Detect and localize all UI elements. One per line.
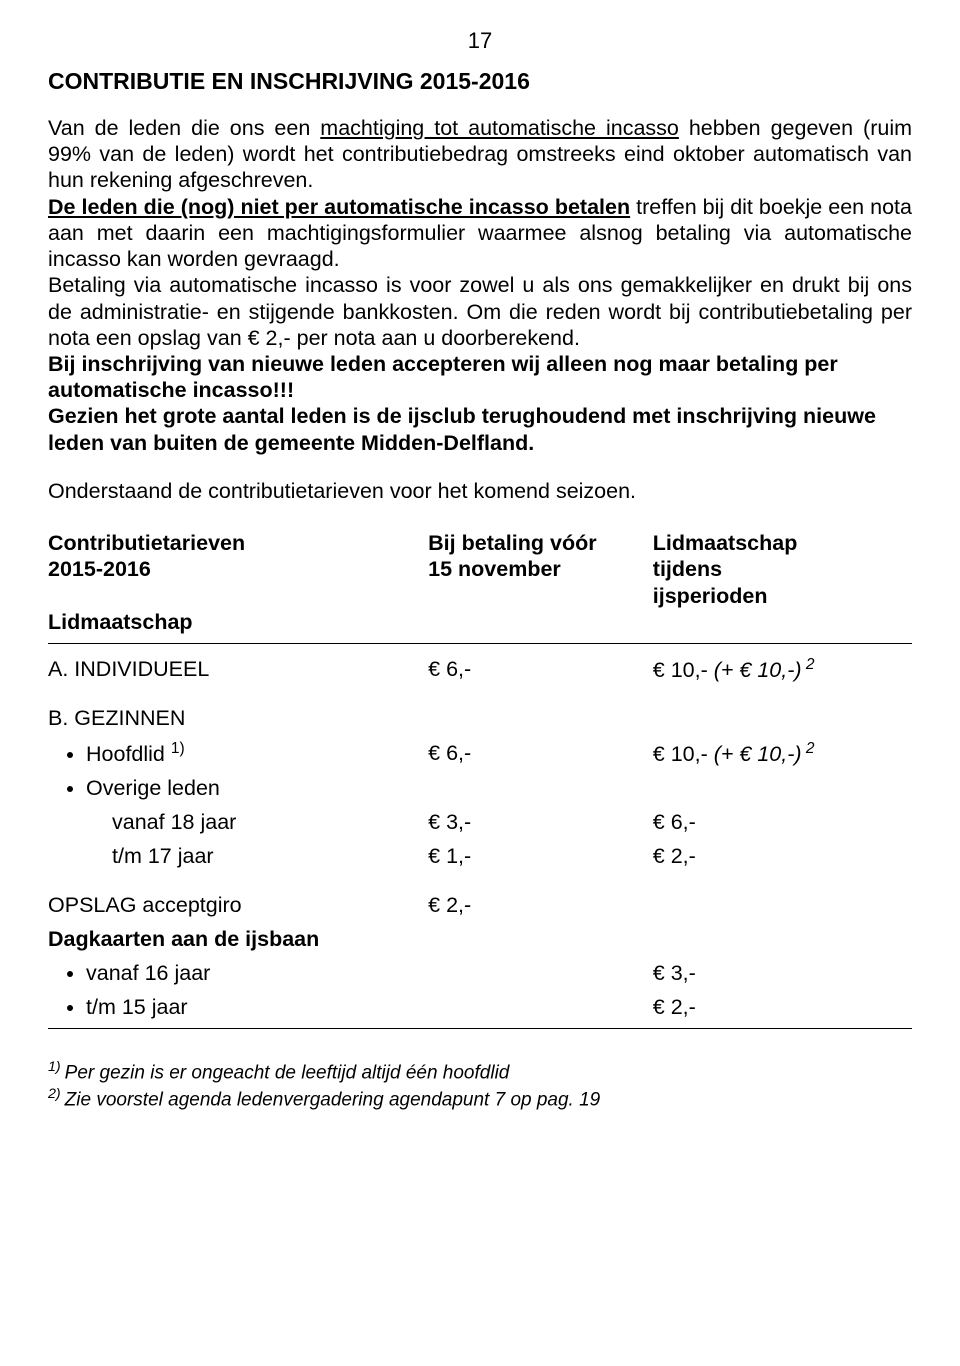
row-gezinnen-header: B. GEZINNEN (48, 701, 912, 735)
row-opslag: OPSLAG acceptgiro € 2,- (48, 888, 912, 922)
h2b: 15 november (428, 557, 561, 581)
dag1-label: vanaf 16 jaar (86, 960, 420, 986)
rowB-label: B. GEZINNEN (48, 701, 428, 735)
h3a: Lidmaatschap (653, 531, 798, 555)
h2a: Bij betaling vóór (428, 531, 596, 555)
rowA-c3-sup: 2 (802, 656, 815, 673)
rowB1-c3-note: (+ € 10,-) (714, 742, 802, 766)
rowB1-c3-sup: 2 (802, 740, 815, 757)
f1-num: 1) (48, 1059, 61, 1075)
row-dag-vanaf16: vanaf 16 jaar € 3,- (48, 956, 912, 990)
rowA-c3-note: (+ € 10,-) (714, 658, 802, 682)
rowA-c3-main: € 10,- (653, 658, 714, 682)
row-individual: A. INDIVIDUEEL € 6,- € 10,- (+ € 10,-) 2 (48, 652, 912, 687)
dag1-c3: € 3,- (653, 956, 912, 990)
p2a: De leden die (nog) niet per automatische… (48, 195, 630, 219)
rowA-c3: € 10,- (+ € 10,-) 2 (653, 652, 912, 687)
header-col-3: Lidmaatschap tijdens ijsperioden (653, 526, 912, 643)
h1a: Contributietarieven (48, 531, 245, 555)
opslag-c2: € 2,- (428, 888, 653, 922)
paragraph-6: Onderstaand de contributietarieven voor … (48, 478, 912, 504)
rowB1-sup: 1) (171, 740, 185, 757)
row-dag-tm15: t/m 15 jaar € 2,- (48, 990, 912, 1029)
dag2-label: t/m 15 jaar (86, 994, 420, 1020)
paragraph-2: De leden die (nog) niet per automatische… (48, 194, 912, 273)
f1-text: Per gezin is er ongeacht de leeftijd alt… (65, 1063, 510, 1084)
paragraph-1: Van de leden die ons een machtiging tot … (48, 115, 912, 194)
rowB2a-label: vanaf 18 jaar (48, 809, 420, 835)
rowB2b-c2: € 1,- (428, 839, 653, 873)
paragraph-5: Gezien het grote aantal leden is de ijsc… (48, 403, 912, 455)
rowB2a-c2: € 3,- (428, 805, 653, 839)
h3b: tijdens (653, 557, 722, 581)
row-vanaf18: vanaf 18 jaar € 3,- € 6,- (48, 805, 912, 839)
footnote-1: 1)Per gezin is er ongeacht de leeftijd a… (48, 1059, 912, 1085)
rowB2a-c3: € 6,- (653, 805, 912, 839)
rowA-label: A. INDIVIDUEEL (48, 652, 428, 687)
row-overige: Overige leden (48, 771, 912, 805)
paragraph-4: Bij inschrijving van nieuwe leden accept… (48, 351, 912, 403)
p1b: machtiging tot automatische incasso (320, 116, 679, 140)
h1b: 2015-2016 (48, 557, 151, 581)
header-col-2: Bij betaling vóór 15 november (428, 526, 653, 643)
f2-text: Zie voorstel agenda ledenvergadering age… (65, 1089, 601, 1110)
page-title: CONTRIBUTIE EN INSCHRIJVING 2015-2016 (48, 68, 912, 95)
row-tm17: t/m 17 jaar € 1,- € 2,- (48, 839, 912, 873)
h1c: Lidmaatschap (48, 610, 193, 634)
rowB1-c3-main: € 10,- (653, 742, 714, 766)
footnote-2: 2)Zie voorstel agenda ledenvergadering a… (48, 1086, 912, 1112)
rowB1-c2: € 6,- (428, 736, 653, 771)
table-header-row: Contributietarieven 2015-2016 Lidmaatsch… (48, 526, 912, 643)
rowB1-c3: € 10,- (+ € 10,-) 2 (653, 736, 912, 771)
rowB1-label: Hoofdlid 1) (86, 740, 420, 767)
h3c: ijsperioden (653, 584, 768, 608)
rowA-c2: € 6,- (428, 652, 653, 687)
dag2-c3: € 2,- (653, 990, 912, 1029)
rowB1-label-text: Hoofdlid (86, 742, 171, 766)
row-hoofdlid: Hoofdlid 1) € 6,- € 10,- (+ € 10,-) 2 (48, 736, 912, 771)
page-number: 17 (48, 28, 912, 54)
rowB2b-label: t/m 17 jaar (48, 843, 420, 869)
f2-num: 2) (48, 1086, 61, 1102)
rowB2-label: Overige leden (86, 775, 420, 801)
dag-label: Dagkaarten aan de ijsbaan (48, 922, 428, 956)
header-col-1: Contributietarieven 2015-2016 Lidmaatsch… (48, 526, 428, 643)
opslag-label: OPSLAG acceptgiro (48, 888, 428, 922)
rowB2b-c3: € 2,- (653, 839, 912, 873)
footnotes: 1)Per gezin is er ongeacht de leeftijd a… (48, 1059, 912, 1111)
tariff-table: Contributietarieven 2015-2016 Lidmaatsch… (48, 526, 912, 1029)
row-dagkaarten-header: Dagkaarten aan de ijsbaan (48, 922, 912, 956)
p1a: Van de leden die ons een (48, 116, 320, 140)
paragraph-3: Betaling via automatische incasso is voo… (48, 272, 912, 351)
